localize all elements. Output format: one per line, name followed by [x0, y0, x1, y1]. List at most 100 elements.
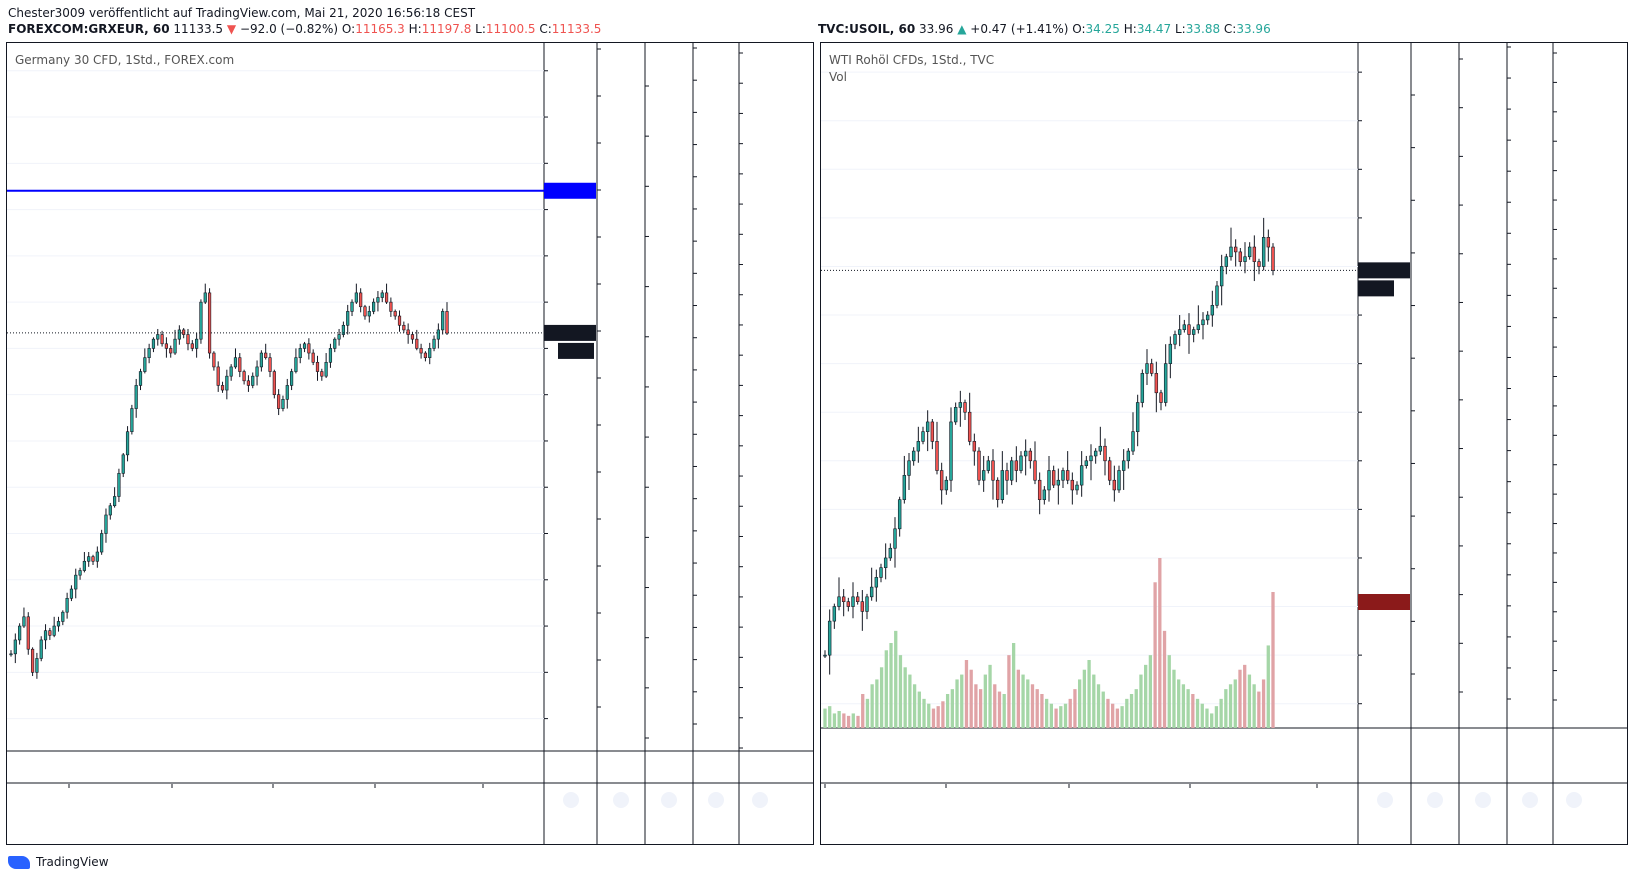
right-chart-svg[interactable] [821, 43, 1627, 844]
candle [1093, 450, 1098, 457]
volume-bar [1049, 703, 1054, 728]
volume-bar [922, 698, 926, 728]
candle [1145, 363, 1149, 374]
candle [916, 441, 921, 452]
candle [445, 311, 449, 334]
left-price: 11133.5 [173, 22, 224, 36]
volume-bar [870, 684, 874, 728]
candle [264, 352, 268, 358]
volume-bar [1195, 698, 1200, 728]
candle [307, 343, 311, 354]
candle [9, 653, 13, 656]
scale-button-bg [708, 792, 724, 808]
candle [229, 366, 233, 377]
candle [1149, 363, 1154, 374]
right-l-label: L: [1175, 22, 1186, 36]
volume-bar [912, 684, 917, 728]
candle [337, 334, 341, 340]
candle [851, 596, 855, 607]
candle [359, 292, 363, 308]
candle [406, 329, 410, 335]
candle [1051, 470, 1056, 486]
candle [26, 616, 30, 650]
volume-bar [917, 691, 921, 728]
right-open: 34.25 [1085, 22, 1120, 36]
candle [1224, 256, 1229, 267]
right-c-label: C: [1223, 22, 1237, 36]
candle [389, 301, 393, 312]
volume-bar [927, 703, 931, 728]
candle [393, 311, 397, 317]
volume-bar [1016, 669, 1020, 728]
volume-bar [1059, 706, 1063, 728]
volume-bar [1092, 674, 1096, 728]
volume-bar [1191, 694, 1195, 728]
candle [981, 470, 986, 481]
volume-bar [1035, 689, 1039, 728]
candle [160, 334, 164, 345]
candle [30, 648, 35, 673]
candle [138, 371, 143, 386]
right-h-label: H: [1123, 22, 1137, 36]
candle [272, 371, 276, 395]
candle [428, 348, 432, 358]
candle [1084, 460, 1089, 466]
volume-bar [1115, 708, 1120, 728]
candle [285, 385, 289, 400]
candle [865, 596, 869, 612]
volume-bar [1054, 708, 1058, 728]
candle [860, 601, 865, 612]
hline-label-bg [544, 182, 596, 199]
volume-bar [1011, 643, 1016, 728]
candle [74, 574, 78, 590]
candle [212, 352, 216, 368]
volume-bar [1271, 592, 1275, 728]
candle [341, 324, 345, 335]
candle [888, 547, 893, 559]
candle [397, 315, 402, 326]
volume-bar [931, 708, 936, 728]
volume-bar [846, 715, 851, 728]
candle [1182, 324, 1187, 330]
candle [69, 588, 74, 599]
volume-bar [842, 713, 846, 728]
candle [220, 385, 225, 391]
volume-bar [950, 689, 954, 728]
scale-button-bg [1566, 792, 1582, 808]
volume-bar [1063, 703, 1068, 728]
candle [402, 324, 406, 331]
candle [328, 348, 333, 363]
candle [177, 329, 181, 340]
candle [1061, 470, 1065, 481]
volume-bar [1247, 674, 1252, 728]
candle [190, 343, 194, 349]
candle [897, 499, 902, 530]
candle [827, 620, 832, 656]
tradingview-logo[interactable]: TradingView [8, 855, 109, 869]
left-chart-svg[interactable] [7, 43, 813, 844]
candle [902, 475, 907, 500]
candle [113, 496, 117, 507]
candle [1005, 470, 1009, 481]
left-chart-pane[interactable]: Germany 30 CFD, 1Std., FOREX.com [6, 42, 814, 845]
left-symbol: FOREXCOM:GRXEUR, 60 [8, 22, 170, 36]
countdown-bg [1358, 280, 1394, 297]
candle [1033, 460, 1037, 481]
candle [907, 460, 911, 476]
candle [1135, 402, 1140, 432]
candle [1103, 445, 1107, 462]
left-chart-title: Germany 30 CFD, 1Std., FOREX.com [15, 53, 235, 67]
candle [22, 616, 26, 627]
candle [203, 292, 207, 303]
candle [1056, 479, 1061, 486]
candle [100, 533, 104, 553]
volume-bar [978, 689, 983, 728]
volume-bar [997, 691, 1002, 728]
candle [949, 421, 953, 481]
volume-bar [1134, 689, 1138, 728]
candle [837, 596, 841, 607]
scale-button-bg [1475, 792, 1491, 808]
volume-bar [964, 660, 969, 728]
right-chart-pane[interactable]: WTI Rohöl CFDs, 1Std., TVC Vol [820, 42, 1628, 845]
volume-bar [894, 630, 898, 728]
